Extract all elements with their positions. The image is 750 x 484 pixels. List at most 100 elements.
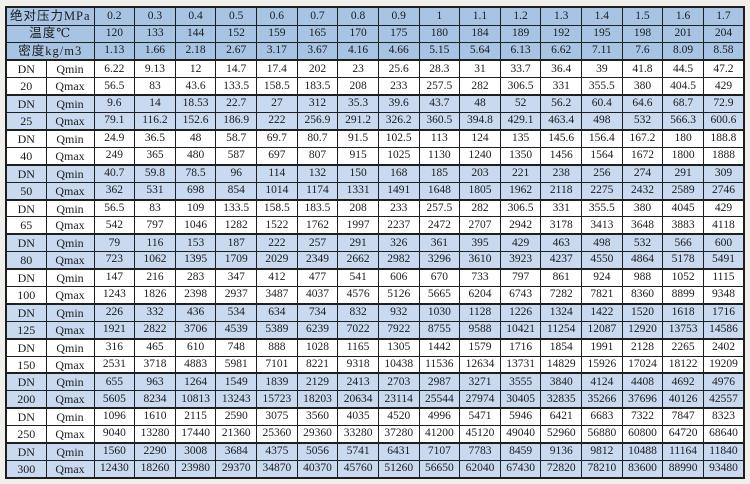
density-value-cell: 1.66	[134, 41, 176, 61]
dn25-qmin-cell: 52	[499, 94, 542, 114]
dn25-qmin-cell: 48	[459, 94, 501, 114]
dn80-qmax-cell: 4550	[581, 251, 623, 270]
dn300-qmin-cell: 7107	[418, 442, 461, 461]
dn150-qmin-cell: 1854	[540, 337, 582, 357]
density-value-cell: 7.6	[621, 41, 664, 61]
dn150-qmin-cell: 2265	[662, 337, 704, 357]
dn250-qmax-cell: 52960	[540, 425, 582, 444]
dn300-qmin-cell: 2290	[134, 442, 176, 461]
dn80-qmax-cell: 2662	[337, 251, 379, 270]
dn100-qmax-cell: 5126	[377, 286, 420, 305]
dn200-qmax-cell: 20634	[337, 390, 379, 409]
qmax-label: Qmax	[45, 251, 95, 270]
dn125-qmin-cell: 832	[337, 302, 379, 322]
temperature-value-cell: 152	[215, 24, 257, 43]
temperature-value-cell: 195	[581, 24, 623, 43]
dn300-qmin-cell: 5741	[337, 442, 379, 461]
dn25-qmin-cell: 64.6	[621, 94, 664, 114]
dn300-qmin-cell: 10488	[621, 442, 664, 461]
dn125-qmin-cell: 1030	[418, 302, 461, 322]
dn250-qmax-cell: 41200	[418, 425, 461, 444]
dn150-qmax-cell: 14829	[540, 355, 582, 374]
dn40-qmax-cell: 697	[256, 146, 298, 166]
dn50-qmin-cell: 168	[377, 163, 420, 183]
dn65-qmax-cell: 542	[93, 216, 136, 235]
dn250-qmin-cell: 3075	[256, 407, 298, 427]
dn50-qmin-cell: 291	[662, 163, 704, 183]
dn150-qmax-cell: 5981	[215, 355, 257, 374]
dn25-qmax-cell: 532	[621, 112, 664, 131]
dn65-qmin-cell: 158.5	[256, 198, 298, 218]
dn200-qmin-cell: 4976	[702, 372, 745, 392]
dn50-qmin-cell: 274	[621, 163, 664, 183]
dn250-qmin-cell: 6683	[581, 407, 623, 427]
qmax-label: Qmax	[45, 146, 95, 166]
dn50-qmax-cell: 362	[93, 181, 136, 201]
dn150-qmax-cell: 11536	[418, 355, 461, 374]
dn65-qmin-cell: 4045	[662, 198, 704, 218]
dn65-qmax-cell: 3648	[621, 216, 664, 235]
dn40-qmin-cell: 80.7	[296, 128, 339, 148]
dn150-qmin-cell: 1579	[459, 337, 501, 357]
dn200-qmin-cell: 1264	[174, 372, 217, 392]
dn150-qmax-cell: 19209	[702, 355, 745, 374]
dn100-qmax-cell: 6743	[499, 286, 542, 305]
dn250-qmin-cell: 2590	[215, 407, 257, 427]
dn125-qmax-cell: 9588	[459, 320, 501, 340]
dn100-qmax-cell: 2398	[174, 286, 217, 305]
steam-flow-capacity-table: 绝对压力MPa 0.2 0.3 0.4 0.5 0.6 0.7 0.8 0.9 1 1.1 1.2 1.…	[5, 6, 745, 479]
dn80-qmax-cell: 5178	[662, 251, 704, 270]
dn20-qmin-cell: 44.5	[662, 59, 704, 79]
dn40-qmax-cell: 1800	[662, 146, 704, 166]
dn50-qmax-cell: 1805	[459, 181, 501, 201]
dn40-qmax-cell: 1564	[581, 146, 623, 166]
dn40-qmax-cell: 587	[215, 146, 257, 166]
dn20-qmin-row: DN Qmin 6.22 9.13 12 14.7 17.4 202 23 25.6 28.3 31 3…	[5, 59, 745, 79]
dn50-qmin-cell: 40.7	[93, 163, 136, 183]
dn20-qmax-cell: 429	[702, 77, 745, 96]
dn25-qmax-cell: 222	[256, 112, 298, 131]
dn20-qmin-cell: 36.4	[540, 59, 582, 79]
dn300-qmin-cell: 6431	[377, 442, 420, 461]
dn150-qmax-cell: 8221	[296, 355, 339, 374]
dn-size-label: 20	[5, 77, 47, 96]
dn25-qmin-cell: 60.4	[581, 94, 623, 114]
dn80-qmax-cell: 3610	[459, 251, 501, 270]
dn100-qmin-cell: 606	[377, 268, 420, 288]
dn65-qmax-cell: 2707	[459, 216, 501, 235]
dn20-qmin-cell: 17.4	[256, 59, 298, 79]
dn250-qmax-cell: 68640	[702, 425, 745, 444]
density-value-cell: 6.13	[499, 41, 542, 61]
dn125-qmax-cell: 3706	[174, 320, 217, 340]
dn20-qmax-cell: 331	[540, 77, 582, 96]
dn80-qmin-cell: 257	[296, 233, 339, 253]
dn150-qmax-cell: 15926	[581, 355, 623, 374]
dn65-qmin-cell: 233	[377, 198, 420, 218]
dn300-qmax-cell: 56650	[418, 459, 461, 479]
pressure-value-cell: 0.8	[337, 6, 379, 26]
qmin-label: Qmin	[45, 128, 95, 148]
dn250-qmin-cell: 1096	[93, 407, 136, 427]
dn65-qmax-row: 65 Qmax 542 797 1046 1282 1522 1762 1997 2237 2472…	[5, 216, 745, 235]
dn125-qmin-cell: 332	[134, 302, 176, 322]
dn20-qmax-cell: 158.5	[256, 77, 298, 96]
dn20-qmax-cell: 257.5	[418, 77, 461, 96]
dn50-qmax-cell: 698	[174, 181, 217, 201]
pressure-value-cell: 1.1	[459, 6, 501, 26]
dn25-qmax-cell: 394.8	[459, 112, 501, 131]
dn125-qmax-cell: 6239	[296, 320, 339, 340]
dn125-qmax-cell: 4539	[215, 320, 257, 340]
dn80-qmin-cell: 463	[540, 233, 582, 253]
qmin-label: Qmin	[45, 372, 95, 392]
dn250-qmax-cell: 37280	[377, 425, 420, 444]
dn80-qmax-cell: 2982	[377, 251, 420, 270]
qmin-label: Qmin	[45, 233, 95, 253]
qmax-label: Qmax	[45, 425, 95, 444]
dn25-qmin-row: DN Qmin 9.6 14 18.53 22.7 27 312 35.3 39.6 43.7 48 5…	[5, 94, 745, 114]
dn40-qmax-cell: 1888	[702, 146, 745, 166]
dn100-qmin-cell: 477	[296, 268, 339, 288]
dn300-qmax-cell: 67430	[499, 459, 542, 479]
dn80-qmin-row: DN Qmin 79 116 153 187 222 257 291 326 361 395 429 46…	[5, 233, 745, 253]
dn80-qmax-cell: 2349	[296, 251, 339, 270]
dn50-qmin-row: DN Qmin 40.7 59.8 78.5 96 114 132 150 168 185 203 22…	[5, 163, 745, 183]
